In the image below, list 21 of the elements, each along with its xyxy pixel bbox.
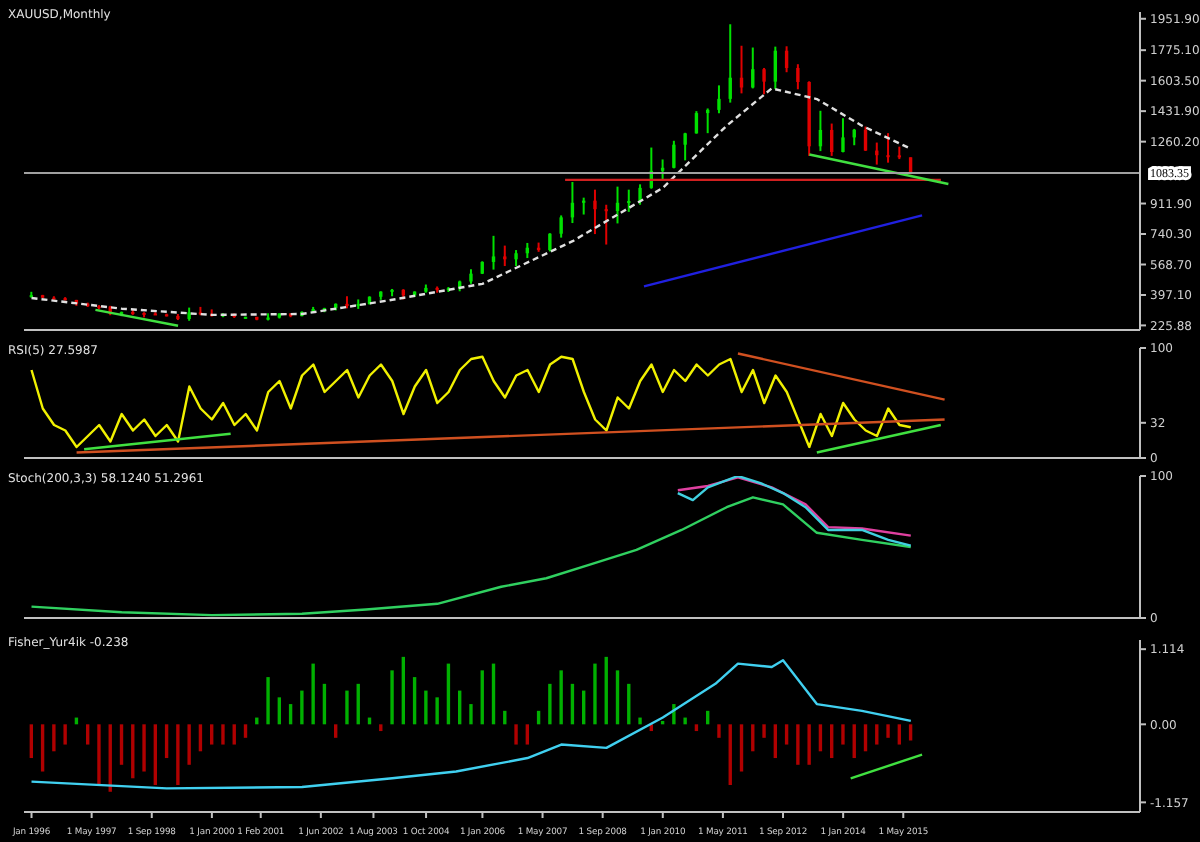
line-series [30, 87, 912, 317]
candlestick [762, 66, 766, 96]
candlestick [739, 44, 744, 95]
candlestick [863, 125, 868, 152]
candlestick [503, 244, 507, 268]
candlestick [672, 139, 676, 170]
candlestick [717, 84, 721, 115]
line-series [30, 355, 912, 449]
candlestick [683, 131, 687, 162]
candlestick [886, 132, 890, 164]
candlestick [751, 46, 755, 90]
candlestick [660, 158, 665, 181]
line-series [30, 496, 912, 617]
candlestick [841, 117, 845, 154]
line-series [30, 659, 912, 790]
candlestick [559, 214, 563, 239]
candlestick [491, 234, 496, 271]
candlestick [796, 63, 800, 91]
candlestick [638, 183, 642, 206]
candlestick [548, 232, 552, 253]
candlestick [593, 188, 597, 236]
